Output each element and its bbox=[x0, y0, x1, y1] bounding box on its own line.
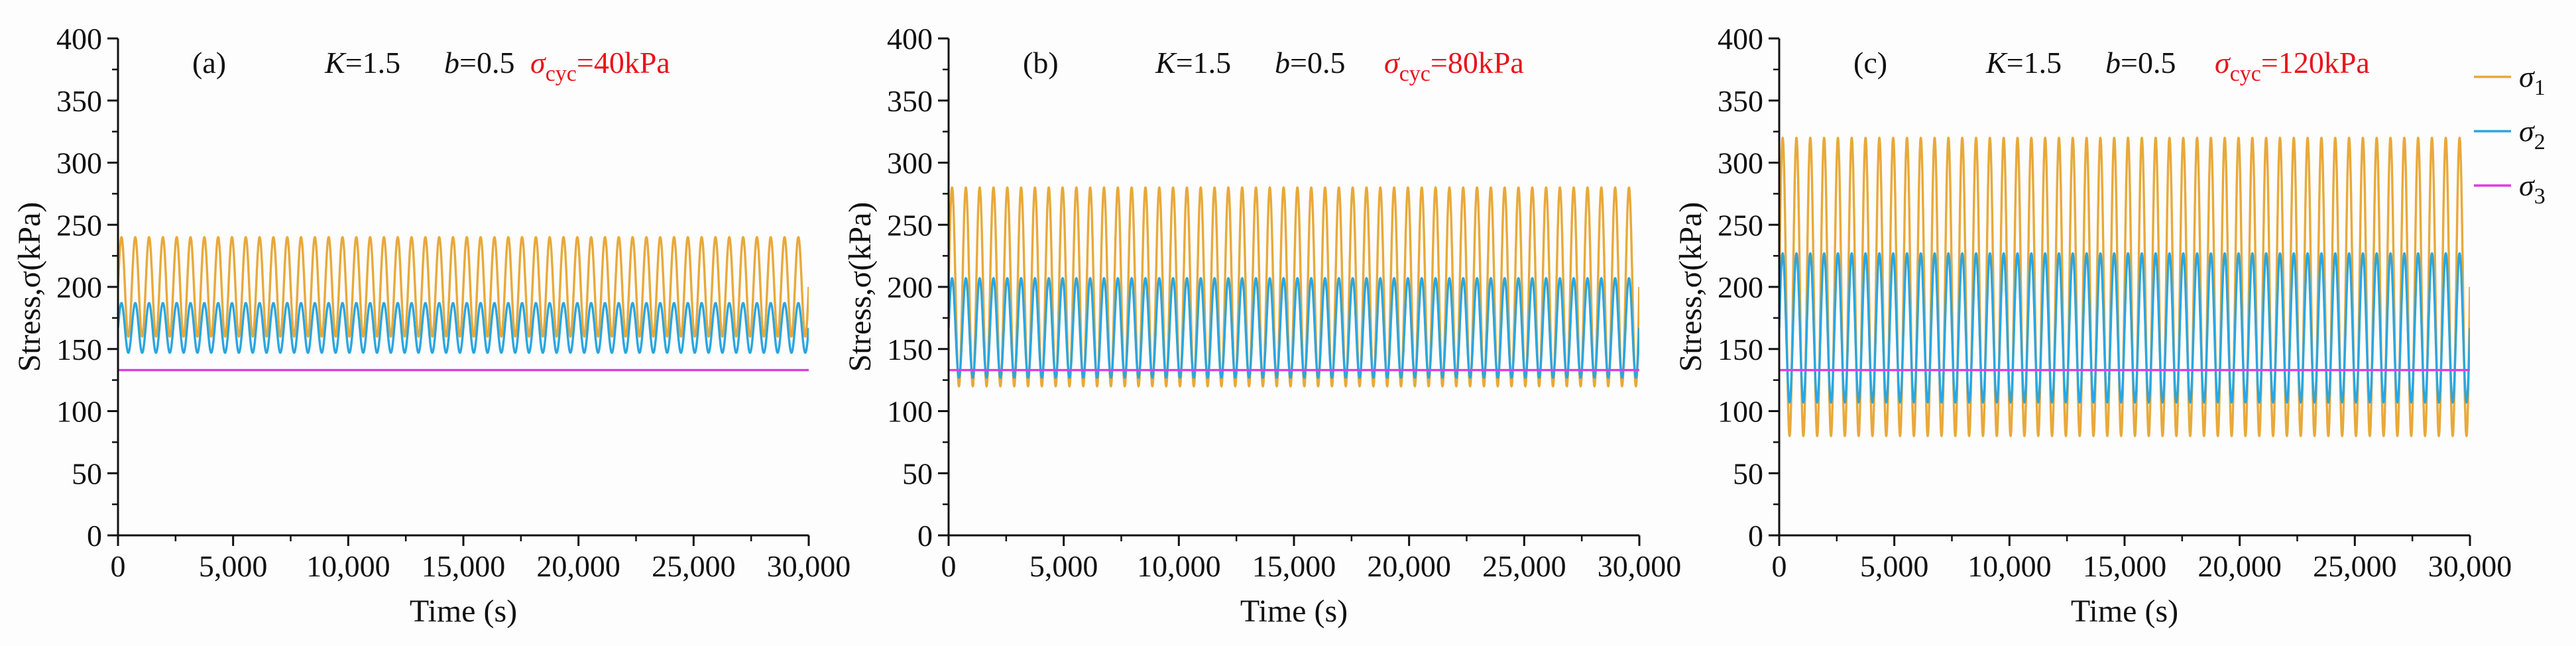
x-axis-title: Time (s) bbox=[1240, 594, 1348, 629]
param-k: K=1.5 bbox=[1985, 46, 2062, 80]
param-sigma-cyc: σcyc=80kPa bbox=[1384, 46, 1524, 86]
y-tick-label: 350 bbox=[887, 84, 933, 118]
y-tick-label: 100 bbox=[887, 395, 933, 429]
y-tick-label: 200 bbox=[56, 270, 102, 304]
legend-entry-sigma2: σ2 bbox=[2519, 114, 2546, 154]
y-tick-label: 250 bbox=[56, 208, 102, 242]
y-tick-label: 300 bbox=[56, 146, 102, 180]
param-k: K=1.5 bbox=[1155, 46, 1231, 80]
y-tick-label: 300 bbox=[887, 146, 933, 180]
y-tick-label: 0 bbox=[87, 519, 102, 553]
x-tick-label: 5,000 bbox=[1029, 549, 1098, 583]
y-tick-label: 400 bbox=[887, 22, 933, 56]
x-tick-label: 0 bbox=[941, 549, 957, 583]
series-line-sigma2 bbox=[118, 301, 809, 354]
param-sigma-cyc: σcyc=120kPa bbox=[2215, 46, 2370, 86]
x-tick-label: 25,000 bbox=[1482, 549, 1566, 583]
x-tick-label: 25,000 bbox=[652, 549, 736, 583]
legend-entry-sigma1: σ1 bbox=[2519, 60, 2546, 100]
y-tick-label: 50 bbox=[72, 457, 102, 490]
x-tick-label: 25,000 bbox=[2313, 549, 2397, 583]
x-tick-label: 10,000 bbox=[306, 549, 390, 583]
param-k: K=1.5 bbox=[324, 46, 400, 80]
panel-tag: (a) bbox=[192, 46, 226, 80]
panel-tag: (b) bbox=[1023, 46, 1059, 80]
y-tick-label: 100 bbox=[56, 395, 102, 429]
y-tick-label: 100 bbox=[1718, 395, 1763, 429]
x-tick-label: 20,000 bbox=[536, 549, 620, 583]
y-tick-label: 250 bbox=[887, 208, 933, 242]
param-b: b=0.5 bbox=[2105, 46, 2176, 80]
chart-panel-c: 0 50 100 150 200 250 300 350 400 0 5,000 10,000 15,0… bbox=[1673, 22, 2512, 629]
x-tick-label: 10,000 bbox=[1967, 549, 2052, 583]
series-line-sigma1 bbox=[949, 186, 1639, 388]
panel-tag: (c) bbox=[1853, 46, 1887, 80]
y-tick-label: 300 bbox=[1718, 146, 1763, 180]
series-line-sigma2 bbox=[1779, 252, 2470, 404]
y-tick-label: 400 bbox=[1718, 22, 1763, 56]
y-tick-label: 50 bbox=[902, 457, 933, 490]
y-axis-title: Stress,σ(kPa) bbox=[12, 202, 47, 372]
chart-panel-b: 0 50 100 150 200 250 300 350 400 0 5,000 10,000 15,0… bbox=[843, 22, 1681, 629]
y-tick-label: 50 bbox=[1733, 457, 1763, 490]
x-axis-title: Time (s) bbox=[2071, 594, 2178, 629]
y-tick-label: 0 bbox=[917, 519, 933, 553]
param-b: b=0.5 bbox=[1275, 46, 1345, 80]
x-tick-label: 10,000 bbox=[1137, 549, 1221, 583]
x-tick-label: 30,000 bbox=[2428, 549, 2512, 583]
y-tick-label: 150 bbox=[1718, 333, 1763, 366]
x-tick-label: 30,000 bbox=[1598, 549, 1682, 583]
y-tick-label: 250 bbox=[1718, 208, 1763, 242]
series-line-sigma1 bbox=[1779, 136, 2470, 437]
y-tick-label: 150 bbox=[887, 333, 933, 366]
param-b: b=0.5 bbox=[444, 46, 514, 80]
y-axis-title: Stress,σ(kPa) bbox=[843, 202, 878, 372]
y-tick-label: 200 bbox=[887, 270, 933, 304]
x-tick-label: 20,000 bbox=[2197, 549, 2282, 583]
series-group bbox=[1779, 136, 2470, 437]
series-line-sigma1 bbox=[118, 236, 809, 338]
param-sigma-cyc: σcyc=40kPa bbox=[530, 46, 670, 86]
x-tick-label: 30,000 bbox=[767, 549, 851, 583]
x-tick-label: 15,000 bbox=[1252, 549, 1336, 583]
x-axis-title: Time (s) bbox=[410, 594, 517, 629]
y-tick-label: 350 bbox=[1718, 84, 1763, 118]
y-tick-label: 400 bbox=[56, 22, 102, 56]
series-group bbox=[949, 186, 1639, 388]
x-tick-label: 5,000 bbox=[1860, 549, 1929, 583]
legend-entry-sigma3: σ3 bbox=[2519, 168, 2546, 209]
x-tick-label: 20,000 bbox=[1367, 549, 1451, 583]
x-tick-label: 0 bbox=[111, 549, 126, 583]
y-tick-label: 150 bbox=[56, 333, 102, 366]
y-tick-label: 200 bbox=[1718, 270, 1763, 304]
series-group bbox=[118, 236, 809, 372]
x-tick-label: 15,000 bbox=[2083, 549, 2167, 583]
x-tick-label: 5,000 bbox=[199, 549, 268, 583]
x-tick-label: 0 bbox=[1772, 549, 1787, 583]
y-tick-label: 350 bbox=[56, 84, 102, 118]
y-tick-label: 0 bbox=[1748, 519, 1763, 553]
x-tick-label: 15,000 bbox=[422, 549, 506, 583]
chart-panel-a: 0 50 100 150 200 250 300 350 400 0 5,000 10,000 15,0… bbox=[12, 22, 850, 629]
y-axis-title: Stress,σ(kPa) bbox=[1673, 202, 1708, 372]
legend: σ1 σ2 σ3 bbox=[2474, 60, 2546, 209]
